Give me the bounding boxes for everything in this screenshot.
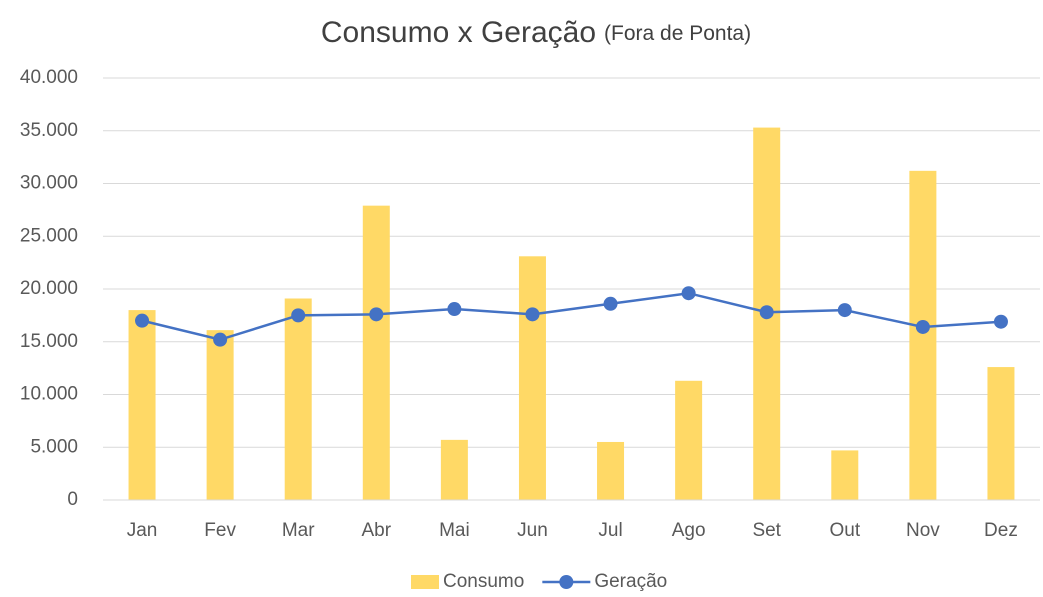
marker (759, 305, 774, 320)
x-tick-label: Jan (127, 520, 158, 541)
y-tick-label: 15.000 (20, 331, 78, 352)
x-tick-label: Out (829, 520, 860, 541)
x-tick-label: Abr (362, 520, 392, 541)
x-tick-label: Fev (204, 520, 236, 541)
marker (135, 313, 150, 328)
marker (369, 307, 384, 322)
line (141, 291, 1002, 341)
x-tick-label: Mai (439, 520, 470, 541)
x-tick-label: Ago (672, 520, 706, 541)
bar (362, 205, 390, 500)
marker (213, 332, 228, 347)
bar (128, 310, 156, 500)
bar (909, 170, 937, 500)
legend-label: Consumo (443, 571, 524, 592)
marker (447, 302, 462, 317)
bar (675, 380, 703, 500)
x-tick-label: Set (752, 520, 781, 541)
marker (603, 296, 618, 311)
y-tick-label: 10.000 (20, 384, 78, 405)
bar (284, 298, 312, 500)
bar (206, 330, 234, 500)
legend-label: Geração (594, 571, 667, 592)
y-tick-label: 20.000 (20, 278, 78, 299)
y-tick-label: 5.000 (30, 436, 78, 457)
bar (440, 439, 468, 500)
bar (987, 367, 1015, 500)
chart-subtitle: (Fora de Ponta) (604, 22, 751, 45)
x-tick-label: Jun (517, 520, 548, 541)
marker (837, 303, 852, 318)
marker (915, 319, 930, 334)
y-tick-label: 0 (67, 489, 78, 510)
x-tick-label: Mar (282, 520, 315, 541)
marker (993, 314, 1008, 329)
marker (291, 308, 306, 323)
x-tick-label: Jul (598, 520, 622, 541)
y-tick-label: 30.000 (20, 173, 78, 194)
legend-marker (559, 575, 574, 589)
y-tick-label: 40.000 (20, 67, 78, 88)
marker (681, 286, 696, 301)
bar (597, 441, 625, 500)
chart-title-group: Consumo x Geração (Fora de Ponta) (321, 16, 751, 49)
bar (518, 256, 546, 500)
y-tick-label: 35.000 (20, 120, 78, 141)
legend-swatch (411, 575, 439, 589)
chart-title: Consumo x Geração (321, 16, 596, 49)
x-tick-label: Dez (984, 520, 1018, 541)
marker (525, 307, 540, 322)
bar (831, 450, 859, 500)
x-tick-label: Nov (906, 520, 940, 541)
y-tick-label: 25.000 (20, 225, 78, 246)
